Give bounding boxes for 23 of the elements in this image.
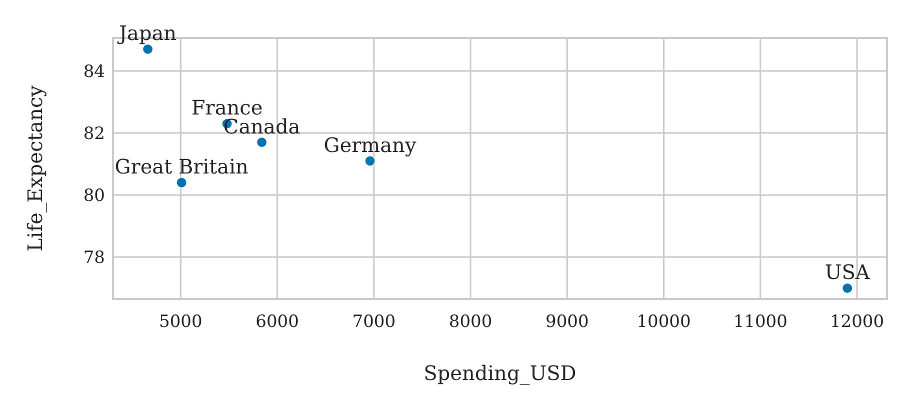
x-tick-label: 5000: [159, 312, 202, 332]
point: [176, 177, 187, 188]
x-tick-label: 8000: [448, 312, 492, 332]
point: [142, 44, 154, 54]
y-tick-label: 84: [83, 62, 105, 82]
x-tick-label: 6000: [256, 312, 299, 332]
x-axis-title: Spending_USD: [424, 361, 576, 385]
point: [842, 282, 853, 294]
x-tick-label: 10000: [636, 312, 691, 332]
y-axis-title: Life_Expectancy: [23, 84, 47, 252]
annotation: Japan: [117, 21, 177, 46]
y-tick-label: 78: [83, 248, 105, 268]
annotation: Great Britain: [114, 154, 249, 179]
annotation: USA: [824, 260, 870, 284]
point: [364, 156, 376, 166]
y-tick-label: 80: [83, 186, 105, 206]
x-tick-label: 7000: [352, 312, 396, 332]
y-tick-label: 82: [83, 124, 105, 144]
x-tick-label: 11000: [733, 312, 788, 332]
point: [256, 136, 268, 148]
x-tick-label: 12000: [830, 312, 884, 332]
x-tick-label: 9000: [546, 312, 589, 332]
annotation: Germany: [324, 132, 417, 157]
